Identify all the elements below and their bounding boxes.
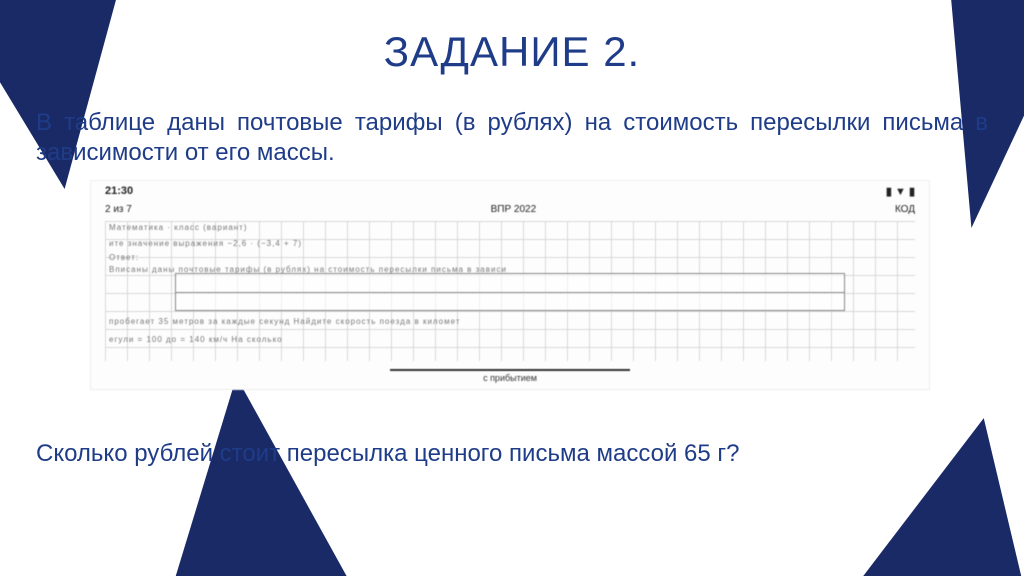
embed-header-right: ВПР 2022	[491, 204, 537, 215]
embed-status-icons: ▮ ▼ ▮	[886, 185, 915, 198]
embed-line: Ответ:	[109, 253, 139, 262]
problem-statement: В таблице даны почтовые тарифы (в рублях…	[36, 108, 988, 168]
embed-header-row: 2 из 7 ВПР 2022 КОД	[91, 202, 929, 221]
slide: ЗАДАНИЕ 2. В таблице даны почтовые тариф…	[0, 0, 1024, 576]
decor-triangle-bottom-right	[856, 399, 1024, 576]
embed-line: ите значение выражения −2,6 · (−3,4 + 7)	[109, 239, 302, 248]
embed-grid: Математика · класс (вариант) ите значени…	[105, 221, 915, 361]
question-text: Сколько рублей стоит пересылка ценного п…	[36, 440, 988, 468]
decor-triangle-bottom-left	[127, 365, 373, 576]
embedded-screenshot: 21:30 ▮ ▼ ▮ 2 из 7 ВПР 2022 КОД Математи…	[90, 180, 930, 390]
embed-table-row1	[175, 273, 845, 293]
embed-topbar: 21:30 ▮ ▼ ▮	[91, 181, 929, 202]
embed-footer: с прибытием	[390, 369, 630, 383]
embed-line: егули = 100 до = 140 км/ч На сколько	[109, 335, 283, 344]
embed-table-row2	[175, 293, 845, 311]
embed-page-indicator: 2 из 7	[105, 204, 132, 215]
slide-title: ЗАДАНИЕ 2.	[0, 28, 1024, 76]
embed-subject: Математика · класс (вариант)	[109, 223, 248, 232]
embed-line: пробегает 35 метров за каждые секунд Най…	[109, 317, 460, 326]
embed-code-label: КОД	[895, 204, 915, 215]
embed-time: 21:30	[105, 185, 133, 198]
